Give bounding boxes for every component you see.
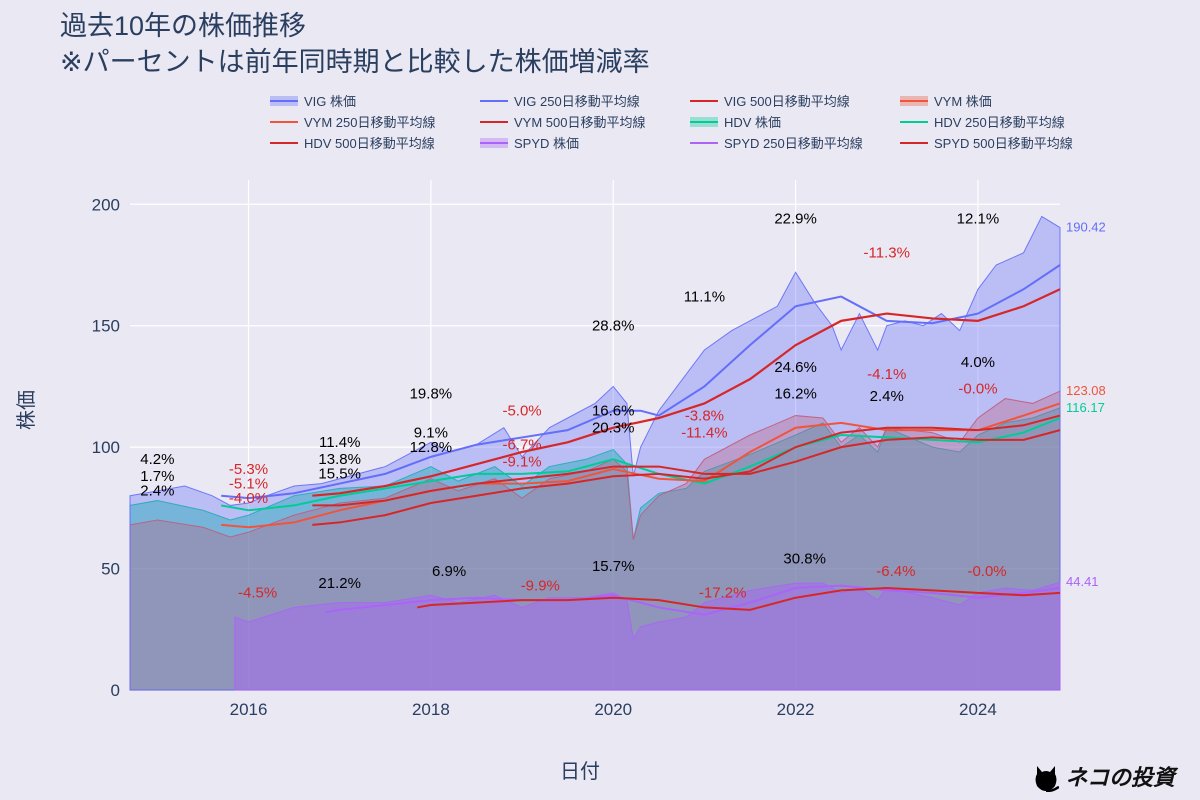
svg-text:-9.1%: -9.1%	[502, 454, 541, 471]
svg-text:-6.4%: -6.4%	[876, 563, 915, 580]
svg-text:44.41: 44.41	[1066, 574, 1099, 589]
legend-swatch	[480, 115, 508, 129]
svg-text:15.5%: 15.5%	[318, 466, 361, 483]
svg-text:2022: 2022	[777, 700, 815, 719]
svg-text:116.17: 116.17	[1066, 400, 1105, 415]
svg-text:4.2%: 4.2%	[140, 451, 174, 468]
legend-label: HDV 250日移動平均線	[934, 112, 1065, 131]
svg-text:200: 200	[92, 195, 120, 214]
legend-swatch	[270, 136, 298, 150]
y-axis-label: 株価	[10, 390, 39, 430]
legend-swatch	[690, 136, 718, 150]
svg-text:2020: 2020	[594, 700, 632, 719]
legend-label: VYM 250日移動平均線	[304, 112, 435, 131]
legend-label: HDV 株価	[724, 112, 781, 131]
legend-label: SPYD 株価	[514, 133, 579, 152]
legend-label: VIG 250日移動平均線	[514, 91, 640, 110]
svg-text:20.3%: 20.3%	[592, 420, 635, 437]
chart-legend: VIG 株価 VIG 250日移動平均線 VIG 500日移動平均線 VYM 株価 VY…	[270, 90, 1150, 153]
svg-text:6.9%: 6.9%	[432, 563, 466, 580]
legend-item[interactable]: VIG 株価	[270, 91, 480, 110]
legend-swatch	[480, 136, 508, 150]
svg-text:16.6%: 16.6%	[592, 403, 635, 420]
svg-text:15.7%: 15.7%	[592, 558, 635, 575]
svg-text:4.0%: 4.0%	[961, 354, 995, 371]
legend-swatch	[690, 115, 718, 129]
svg-text:11.1%: 11.1%	[684, 288, 725, 305]
legend-swatch	[480, 94, 508, 108]
legend-label: VIG 株価	[304, 91, 356, 110]
legend-item[interactable]: HDV 500日移動平均線	[270, 133, 480, 152]
legend-label: SPYD 500日移動平均線	[934, 133, 1073, 152]
legend-item[interactable]: VYM 株価	[900, 91, 1110, 110]
legend-swatch	[270, 115, 298, 129]
svg-text:0: 0	[111, 681, 120, 700]
svg-text:-5.0%: -5.0%	[502, 403, 541, 420]
svg-text:-4.5%: -4.5%	[238, 585, 277, 602]
svg-text:16.2%: 16.2%	[774, 386, 817, 403]
svg-text:-0.0%: -0.0%	[967, 563, 1006, 580]
svg-text:11.4%: 11.4%	[319, 434, 360, 451]
svg-text:2.4%: 2.4%	[870, 388, 904, 405]
legend-swatch	[270, 94, 298, 108]
legend-label: SPYD 250日移動平均線	[724, 133, 863, 152]
legend-item[interactable]: SPYD 500日移動平均線	[900, 133, 1110, 152]
legend-item[interactable]: SPYD 株価	[480, 133, 690, 152]
svg-text:21.2%: 21.2%	[318, 575, 361, 592]
title-line-1: 過去10年の株価推移	[60, 11, 306, 41]
chart-title: 過去10年の株価推移 ※パーセントは前年同時期と比較した株価増減率	[60, 8, 650, 81]
legend-label: VYM 株価	[934, 91, 992, 110]
cat-icon	[1033, 764, 1059, 792]
legend-swatch	[690, 94, 718, 108]
watermark-text: ネコの投資	[1065, 760, 1175, 792]
svg-text:2016: 2016	[230, 700, 268, 719]
legend-item[interactable]: VIG 250日移動平均線	[480, 91, 690, 110]
svg-text:2024: 2024	[959, 700, 997, 719]
svg-text:2018: 2018	[412, 700, 450, 719]
svg-text:-11.3%: -11.3%	[864, 245, 910, 262]
svg-text:12.8%: 12.8%	[410, 439, 453, 456]
svg-text:30.8%: 30.8%	[783, 551, 826, 568]
chart-plot-area: 0 50 100 150 200 2016 2018 2020 2022 2024 190.42 12…	[75, 165, 1130, 735]
legend-label: VIG 500日移動平均線	[724, 91, 850, 110]
legend-label: HDV 500日移動平均線	[304, 133, 435, 152]
svg-text:-3.8%: -3.8%	[685, 407, 724, 424]
legend-item[interactable]: VYM 250日移動平均線	[270, 112, 480, 131]
legend-swatch	[900, 94, 928, 108]
svg-text:-4.0%: -4.0%	[229, 490, 268, 507]
legend-item[interactable]: HDV 250日移動平均線	[900, 112, 1110, 131]
svg-text:-4.1%: -4.1%	[867, 366, 906, 383]
legend-swatch	[900, 136, 928, 150]
legend-item[interactable]: VYM 500日移動平均線	[480, 112, 690, 131]
svg-text:28.8%: 28.8%	[592, 318, 635, 335]
svg-text:19.8%: 19.8%	[410, 386, 453, 403]
legend-item[interactable]: SPYD 250日移動平均線	[690, 133, 900, 152]
legend-label: VYM 500日移動平均線	[514, 112, 645, 131]
svg-text:-0.0%: -0.0%	[958, 381, 997, 398]
chart-svg: 0 50 100 150 200 2016 2018 2020 2022 2024 190.42 12…	[75, 165, 1130, 735]
svg-text:-9.9%: -9.9%	[521, 577, 560, 594]
svg-text:50: 50	[101, 560, 120, 579]
title-line-2: ※パーセントは前年同時期と比較した株価増減率	[60, 47, 650, 77]
x-axis-label: 日付	[560, 755, 600, 784]
legend-item[interactable]: HDV 株価	[690, 112, 900, 131]
svg-text:24.6%: 24.6%	[774, 359, 817, 376]
svg-text:-17.2%: -17.2%	[699, 585, 747, 602]
svg-text:123.08: 123.08	[1066, 383, 1106, 398]
legend-swatch	[900, 115, 928, 129]
legend-item[interactable]: VIG 500日移動平均線	[690, 91, 900, 110]
svg-text:150: 150	[92, 317, 120, 336]
svg-text:22.9%: 22.9%	[774, 211, 817, 228]
svg-text:12.1%: 12.1%	[957, 211, 1000, 228]
svg-text:100: 100	[92, 438, 120, 457]
svg-text:-11.4%: -11.4%	[681, 424, 727, 441]
watermark: ネコの投資	[1033, 760, 1175, 792]
svg-text:-6.7%: -6.7%	[502, 437, 541, 454]
svg-text:2.4%: 2.4%	[140, 483, 174, 500]
svg-text:190.42: 190.42	[1066, 220, 1106, 235]
